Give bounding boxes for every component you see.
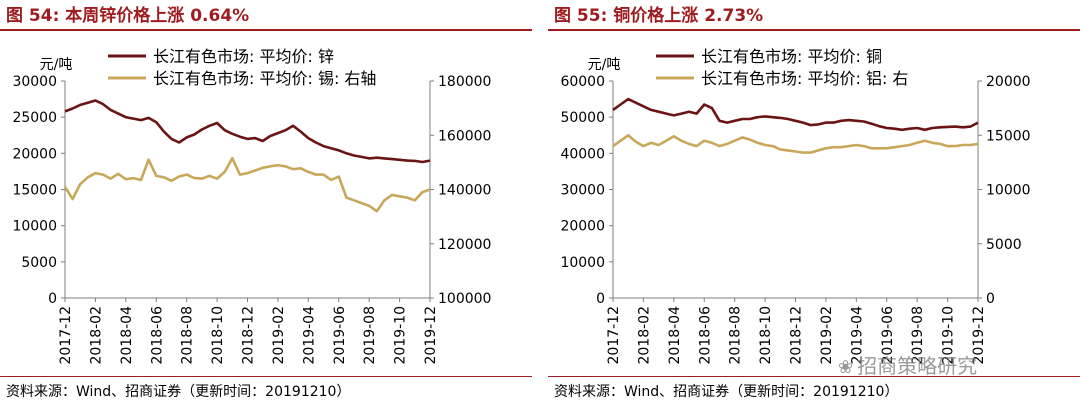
source-note: 资料来源：Wind、招商证券（更新时间：20191210） [554,384,899,400]
x-tick-label: 2019-02 [819,306,835,365]
legend-label-1: 长江有色市场: 平均价: 铝: 右 [701,69,908,88]
title-rule [548,29,1080,31]
x-tick-label: 2019-04 [301,306,317,365]
x-tick-label: 2019-04 [849,306,865,365]
x-tick-label: 2018-06 [149,306,165,365]
wechat-icon: ❀ [838,357,854,378]
source-rule [548,376,1080,377]
x-tick-label: 2018-06 [697,306,713,365]
x-tick-label: 2019-06 [332,306,348,365]
y-left-tick-label: 15000 [12,183,57,199]
y-left-tick-label: 5000 [21,255,57,271]
title-rule [0,29,532,31]
x-tick-label: 2018-02 [88,306,104,365]
x-tick-label: 2019-12 [423,306,439,365]
y-left-tick-label: 0 [48,291,57,307]
y-left-tick-label: 10000 [12,219,57,235]
legend-label-0: 长江有色市场: 平均价: 锌 [153,47,334,66]
source-note: 资料来源：Wind、招商证券（更新时间：20191210） [6,384,351,400]
copper-aluminum-line-chart: 0 10000 20000 30000 40000 50000 60000 0 5000 1000… [560,47,1031,365]
y-left-tick-label: 20000 [12,146,57,162]
y-right-tick-label: 20000 [986,74,1031,90]
legend-label-0: 长江有色市场: 平均价: 铜 [701,47,882,66]
x-tick-label: 2018-12 [241,306,257,365]
y-right-tick-label: 120000 [438,237,491,253]
series-line-0 [64,99,431,164]
y-left-tick-label: 30000 [12,74,57,90]
y-left-tick-label: 40000 [560,146,605,162]
series-line-1 [612,134,979,154]
legend-label-1: 长江有色市场: 平均价: 锡: 右轴 [153,69,376,88]
y-axis-label: 元/吨 [40,57,73,73]
zinc-tin-line-chart: 0 5000 10000 15000 20000 25000 30000 100000 1200… [12,47,491,365]
y-right-tick-label: 140000 [438,183,491,199]
x-tick-label: 2018-02 [636,306,652,365]
y-left-tick-label: 50000 [560,110,605,126]
chart-title: 图 55: 铜价格上涨 2.73% [554,6,764,26]
x-tick-label: 2019-02 [271,306,287,365]
chart-title: 图 54: 本周锌价格上涨 0.64% [6,6,250,26]
y-left-tick-label: 0 [596,291,605,307]
y-right-tick-label: 0 [986,291,995,307]
y-right-tick-label: 5000 [986,237,1022,253]
x-tick-label: 2018-12 [789,306,805,365]
x-tick-label: 2018-08 [180,306,196,365]
y-right-tick-label: 100000 [438,291,491,307]
y-left-tick-label: 25000 [12,110,57,126]
x-tick-label: 2019-10 [393,306,409,365]
x-tick-label: 2017-12 [58,306,74,365]
chart-panel-copper: 图 55: 铜价格上涨 2.73% 0 10000 20000 30000 40000 5… [548,0,1080,414]
x-tick-label: 2019-06 [880,306,896,365]
y-right-tick-label: 15000 [986,128,1031,144]
y-axis-label: 元/吨 [588,57,621,73]
x-tick-label: 2017-12 [606,306,622,365]
x-tick-label: 2018-04 [119,306,135,365]
x-tick-label: 2018-04 [667,306,683,365]
y-left-tick-label: 30000 [560,183,605,199]
x-tick-label: 2019-12 [971,306,987,365]
x-tick-label: 2019-10 [941,306,957,365]
x-tick-label: 2018-08 [728,306,744,365]
y-left-tick-label: 60000 [560,74,605,90]
source-rule [0,376,532,377]
y-left-tick-label: 10000 [560,255,605,271]
series-line-1 [63,157,431,213]
watermark-text: 招商策略研究 [857,354,978,378]
y-right-tick-label: 10000 [986,183,1031,199]
series-line-0 [612,97,979,132]
y-right-tick-label: 180000 [438,74,491,90]
x-tick-label: 2018-10 [210,306,226,365]
y-right-tick-label: 160000 [438,128,491,144]
y-left-tick-label: 20000 [560,219,605,235]
chart-panel-zinc: 图 54: 本周锌价格上涨 0.64% 0 5000 10000 15000 20000… [0,0,532,414]
x-tick-label: 2019-08 [362,306,378,365]
x-tick-label: 2019-08 [910,306,926,365]
watermark: ❀ 招商策略研究 [838,350,977,379]
x-tick-label: 2018-10 [758,306,774,365]
